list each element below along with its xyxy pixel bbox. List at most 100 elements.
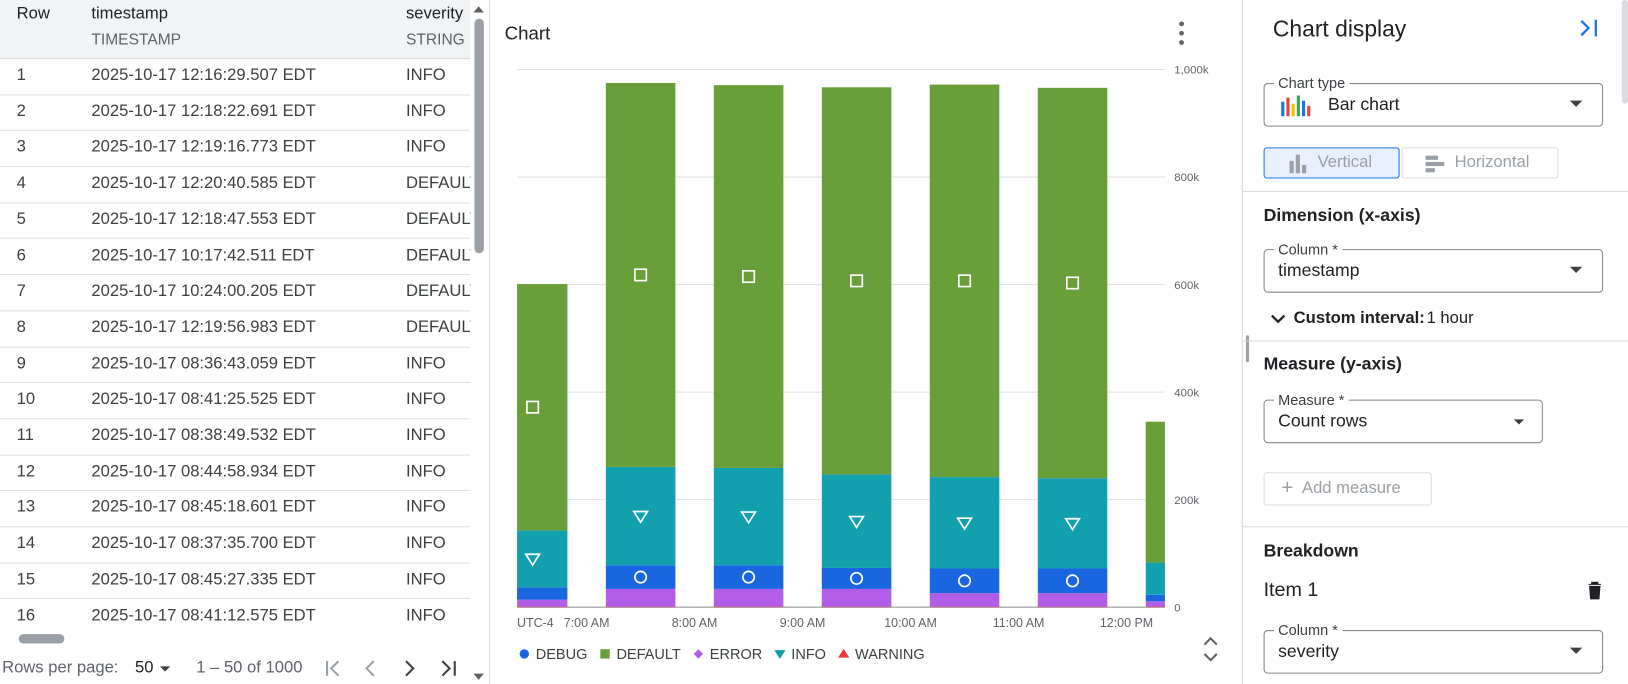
table-cell: 2025-10-17 08:37:35.700 EDT [91, 534, 316, 553]
measure-select[interactable]: Measure * Count rows [1263, 391, 1543, 444]
y-tick-label: 0 [1174, 602, 1180, 614]
bar-segment [517, 587, 568, 600]
bar-segment [1145, 606, 1165, 608]
interval-label[interactable]: Custom interval: [1293, 309, 1425, 327]
y-tick-label: 400k [1174, 387, 1199, 399]
last-page[interactable] [441, 660, 456, 677]
table-cell: 16 [16, 606, 36, 625]
h-scrollbar[interactable] [18, 634, 65, 644]
bar-segment [929, 593, 1000, 607]
segment-symbol [634, 268, 648, 282]
field-label: Column * [1273, 240, 1343, 258]
bar-segment [605, 565, 676, 589]
bar-segment [517, 599, 568, 607]
table-cell: INFO [405, 66, 446, 85]
legend-label: INFO [791, 647, 826, 663]
bar-segment [605, 82, 676, 467]
divider [1242, 526, 1628, 528]
pager-buttons [326, 660, 456, 677]
table-cell: INFO [405, 534, 446, 553]
divider [1242, 190, 1628, 193]
table-cell: INFO [405, 606, 446, 625]
delete-item[interactable] [1586, 580, 1603, 601]
section-heading: Dimension (x-axis) [1263, 205, 1421, 226]
field-value: Count rows [1278, 411, 1368, 431]
add-measure-button[interactable]: + Add measure [1263, 472, 1432, 506]
bar-segment [713, 588, 784, 607]
bar-segment [929, 606, 1000, 608]
segment-symbol [740, 511, 757, 525]
table-row: 11 2025-10-17 08:38:49.532 EDT INFO [0, 419, 471, 456]
table-cell: INFO [405, 138, 446, 157]
interval-chevron[interactable] [1269, 311, 1288, 328]
bar-segment [821, 567, 892, 589]
x-tick-label: 11:00 AM [993, 616, 1045, 630]
column-header[interactable]: Row [16, 5, 50, 23]
scroll-down[interactable] [473, 673, 484, 680]
v-scrollbar[interactable] [474, 18, 484, 254]
first-page[interactable] [326, 660, 340, 677]
chart-type-select[interactable]: Chart type Bar chart [1263, 74, 1604, 127]
segment-symbol [958, 274, 972, 288]
table-row: 2 2025-10-17 12:18:22.691 EDT INFO [0, 95, 471, 132]
expand-toggle[interactable] [1203, 636, 1218, 662]
bar-segment [605, 466, 676, 566]
orientation-vertical[interactable]: Vertical [1263, 147, 1400, 179]
table-cell: 12 [16, 462, 36, 481]
x-tick-label: UTC-4 [517, 616, 554, 630]
table-cell: DEFAULT [405, 174, 470, 193]
bar-segment [713, 565, 784, 589]
more-menu[interactable] [1179, 21, 1184, 45]
segment-symbol [848, 515, 865, 530]
table-cell: 2025-10-17 12:16:29.507 EDT [91, 66, 316, 85]
table-cell: 2025-10-17 08:38:49.532 EDT [91, 426, 316, 445]
bar-segment [1145, 421, 1165, 563]
horizontal-icon [1425, 155, 1445, 173]
breakdown-select[interactable]: Column * severity [1263, 621, 1604, 674]
segment-symbol [526, 400, 540, 414]
column-header[interactable]: timestamp [91, 5, 168, 23]
y-tick-label: 1,000k [1174, 65, 1209, 77]
page-size-caret[interactable] [159, 666, 171, 672]
table-cell: 1 [16, 66, 26, 85]
legend-marker [693, 649, 704, 659]
collapse-panel[interactable] [1578, 17, 1601, 40]
field-label: Measure * [1273, 391, 1349, 408]
table-row: 12 2025-10-17 08:44:58.934 EDT INFO [0, 455, 471, 492]
resize-handle[interactable] [1245, 335, 1250, 363]
dropdown-caret [1513, 419, 1525, 425]
table-row: 3 2025-10-17 12:19:16.773 EDT INFO [0, 131, 471, 168]
next-page[interactable] [405, 660, 415, 677]
bar-segment [929, 477, 1000, 569]
bar-segment [517, 606, 568, 608]
divider [1242, 340, 1628, 342]
page-size-select[interactable]: 50 [134, 659, 154, 677]
bar-segment [821, 87, 892, 475]
dimension-select[interactable]: Column * timestamp [1263, 240, 1604, 293]
table-row: 16 2025-10-17 08:41:12.575 EDT INFO [0, 599, 470, 633]
table-cell: 15 [16, 570, 36, 589]
table-row: 13 2025-10-17 08:45:18.601 EDT INFO [0, 491, 471, 528]
dropdown-caret [1569, 100, 1583, 107]
panel-scrollbar[interactable] [1621, 0, 1628, 104]
prev-page[interactable] [365, 660, 375, 677]
legend-marker [519, 649, 529, 659]
table-cell: 2025-10-17 08:41:25.525 EDT [91, 390, 316, 409]
table-row: 9 2025-10-17 08:36:43.059 EDT INFO [0, 347, 471, 384]
segment-symbol [956, 517, 973, 531]
column-header[interactable]: severity [405, 5, 464, 23]
scroll-up[interactable] [473, 6, 484, 13]
table-cell: 2025-10-17 10:24:00.205 EDT [91, 282, 316, 301]
table-cell: 2025-10-17 08:44:58.934 EDT [91, 462, 316, 481]
segment-symbol [632, 510, 649, 524]
table-cell: 4 [16, 174, 26, 193]
interval-value[interactable]: 1 hour [1426, 309, 1474, 327]
chart-title: Chart [505, 22, 551, 43]
table-row: 5 2025-10-17 12:18:47.553 EDT DEFAULT [0, 203, 471, 240]
orientation-horizontal[interactable]: Horizontal [1401, 147, 1559, 179]
table-cell: 7 [16, 282, 26, 301]
segment-symbol [742, 570, 756, 584]
field-label: Chart type [1273, 74, 1350, 92]
table-cell: 6 [16, 246, 26, 265]
